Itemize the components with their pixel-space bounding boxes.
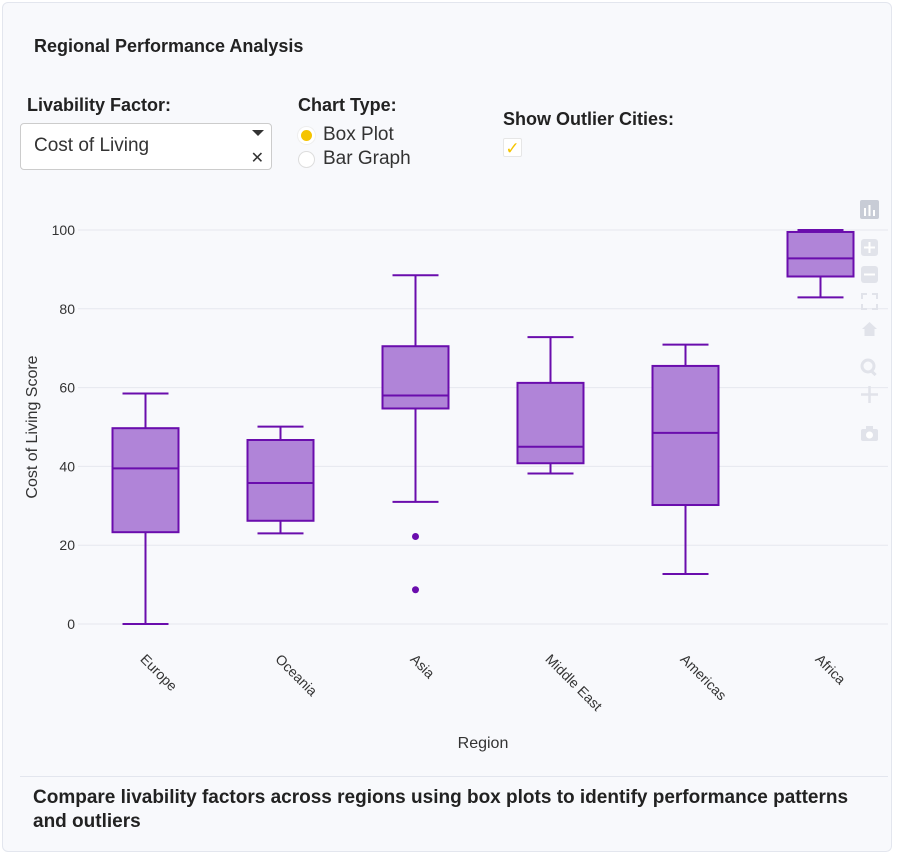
pan-icon[interactable] xyxy=(860,385,879,404)
footer-description: Compare livability factors across region… xyxy=(33,787,849,832)
factor-dropdown[interactable]: Cost of Living ✕ xyxy=(20,123,272,170)
y-tick-label: 0 xyxy=(67,616,75,632)
radio-bar-graph-label[interactable]: Bar Graph xyxy=(323,148,411,169)
autoscale-icon[interactable] xyxy=(860,292,879,311)
zoom-in-icon[interactable] xyxy=(860,238,879,257)
outlier-checkbox[interactable]: ✓ xyxy=(503,138,522,158)
x-axis-title: Region xyxy=(458,735,509,752)
y-axis-title: Cost of Living Score xyxy=(24,355,41,498)
x-tick-label: Asia xyxy=(407,651,438,682)
box-europe[interactable] xyxy=(111,427,180,534)
radio-selected-icon[interactable] xyxy=(298,127,315,144)
x-tick-label: Africa xyxy=(812,651,849,688)
y-tick-label: 20 xyxy=(59,537,75,553)
check-icon: ✓ xyxy=(505,139,520,158)
y-tick-label: 40 xyxy=(59,458,75,474)
factor-label: Livability Factor: xyxy=(27,95,172,115)
x-tick-label: Europe xyxy=(137,651,180,694)
box-oceania[interactable] xyxy=(246,439,315,522)
outlier-point[interactable] xyxy=(412,586,419,594)
download-icon[interactable] xyxy=(860,200,879,219)
camera-icon[interactable] xyxy=(860,424,879,443)
panel-title: Regional Performance Analysis xyxy=(34,36,304,56)
y-tick-label: 80 xyxy=(59,301,75,317)
y-tick-label: 100 xyxy=(52,222,76,238)
home-icon[interactable] xyxy=(860,319,879,338)
x-tick-label: Oceania xyxy=(272,651,320,699)
zoom-out-icon[interactable] xyxy=(860,265,879,284)
box-americas[interactable] xyxy=(651,364,720,507)
chevron-down-icon[interactable] xyxy=(252,130,264,136)
chart-type-label: Chart Type: xyxy=(298,95,397,115)
y-tick-label: 60 xyxy=(59,380,75,396)
footer-divider xyxy=(20,776,888,777)
box-middle-east[interactable] xyxy=(516,381,585,465)
box-asia[interactable] xyxy=(381,345,450,410)
radio-box-plot-label[interactable]: Box Plot xyxy=(323,124,394,145)
outlier-point[interactable] xyxy=(412,533,419,541)
zoom-icon[interactable] xyxy=(860,358,879,377)
radio-unselected-icon[interactable] xyxy=(298,151,315,168)
box-africa[interactable] xyxy=(786,230,855,278)
clear-icon[interactable]: ✕ xyxy=(250,150,264,167)
x-tick-label: Americas xyxy=(677,651,730,704)
x-tick-label: Middle East xyxy=(542,651,605,714)
outlier-label: Show Outlier Cities: xyxy=(503,109,675,129)
factor-dropdown-value: Cost of Living xyxy=(34,135,150,156)
